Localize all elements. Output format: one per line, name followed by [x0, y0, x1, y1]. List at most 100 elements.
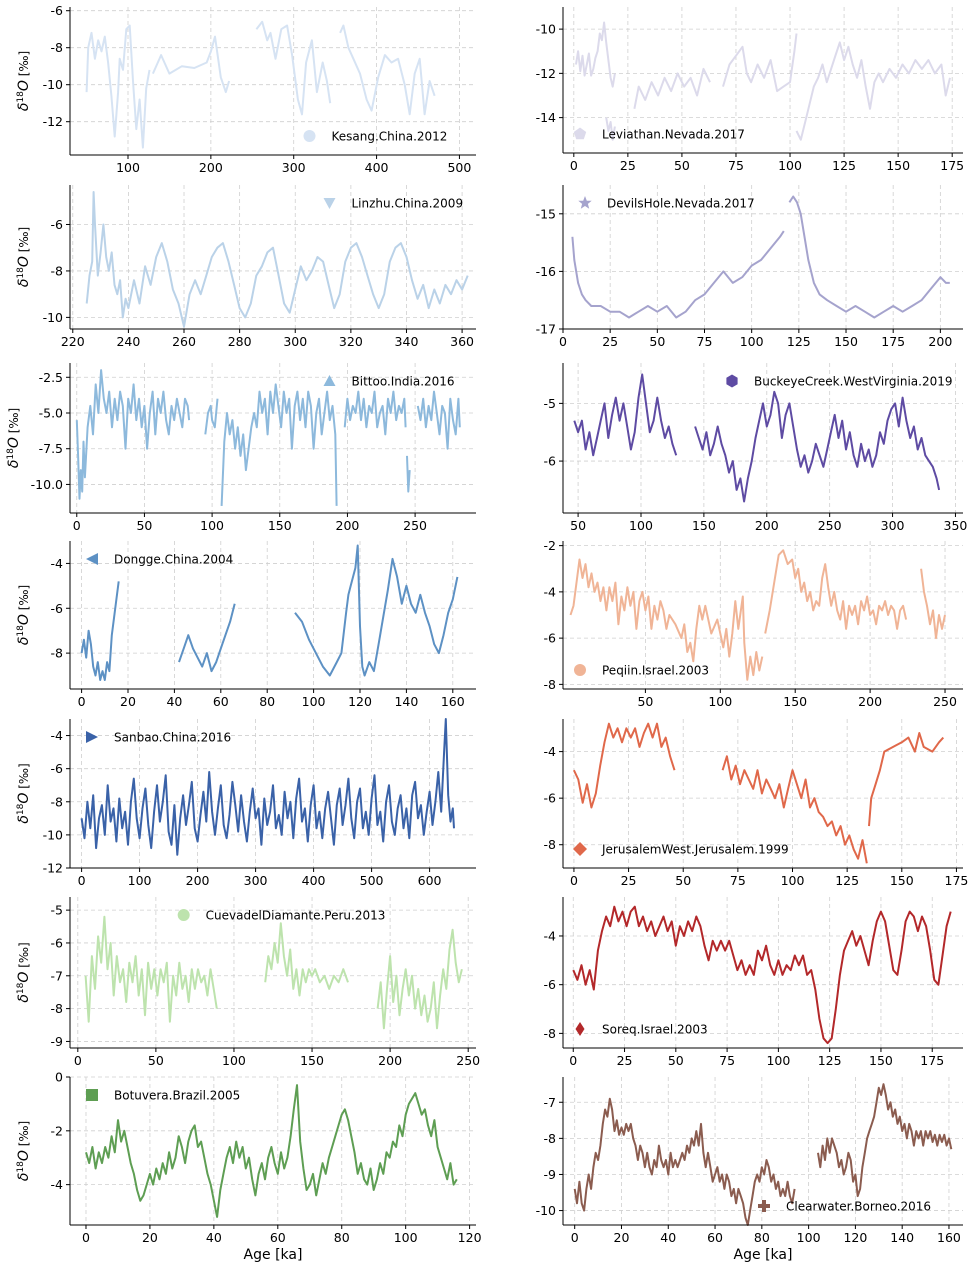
x-tick-label: 50 — [136, 518, 152, 533]
legend-marker-icon — [726, 374, 738, 388]
y-tick-label: -10 — [536, 22, 556, 37]
series-line — [178, 603, 236, 673]
series-line — [339, 24, 436, 116]
panel-dongge-china-2004: 0 20 40 60 80 100 120 140 160 -4 -6 -8 δ18O [‰] Dongg… — [16, 541, 476, 709]
x-tick-label: 40 — [660, 1230, 676, 1245]
x-tick-label: 175 — [940, 158, 964, 173]
x-tick-label: 150 — [890, 873, 914, 888]
x-tick-label: 240 — [116, 334, 140, 349]
legend-label: CuevadelDiamante.Peru.2013 — [206, 909, 386, 923]
x-tick-label: 75 — [728, 158, 744, 173]
x-tick-label: 100 — [778, 158, 802, 173]
legend-label: Bittoo.India.2016 — [352, 375, 455, 389]
x-tick-label: 50 — [668, 1053, 684, 1068]
series-line — [569, 558, 764, 681]
legend-label: DevilsHole.Nevada.2017 — [607, 197, 755, 211]
series-line — [788, 195, 950, 319]
y-tick-label: 0 — [55, 1070, 63, 1085]
y-tick-label: -17 — [536, 322, 556, 337]
x-tick-label: 0 — [569, 1053, 577, 1068]
y-axis-label: δ18O [‰] — [6, 408, 22, 468]
y-tick-label: -12 — [43, 114, 63, 129]
x-tick-label: 100 — [781, 873, 805, 888]
series-line — [80, 718, 455, 856]
series-line — [85, 191, 469, 328]
y-tick-label: -2 — [51, 1123, 63, 1138]
y-tick-label: -4 — [544, 928, 557, 943]
series-line — [204, 398, 219, 435]
series-line — [220, 383, 338, 506]
x-tick-label: 200 — [858, 694, 882, 709]
x-tick-label: 125 — [787, 334, 811, 349]
y-tick-label: -12 — [43, 861, 63, 876]
x-tick-label: 0 — [570, 158, 578, 173]
y-tick-label: -8 — [544, 677, 557, 692]
x-tick-label: 150 — [692, 518, 716, 533]
x-tick-label: 200 — [199, 160, 223, 175]
x-tick-label: 150 — [869, 1053, 893, 1068]
y-tick-label: -4 — [544, 744, 557, 759]
x-tick-label: 320 — [339, 334, 363, 349]
y-axis-label: δ18O [‰] — [16, 227, 32, 287]
series-line — [868, 732, 945, 827]
legend-label: Clearwater.Borneo.2016 — [786, 1200, 931, 1214]
x-tick-label: 250 — [456, 1053, 480, 1068]
x-tick-label: 300 — [881, 518, 905, 533]
legend-marker-icon — [86, 553, 98, 565]
legend-marker-icon — [574, 664, 586, 676]
x-axis-label: Age [ka] — [734, 1247, 793, 1263]
series-line — [151, 35, 231, 94]
legend-marker-icon — [323, 375, 336, 386]
series-line — [721, 755, 868, 864]
x-tick-label: 50 — [570, 518, 586, 533]
x-tick-label: 50 — [649, 334, 665, 349]
x-tick-label: 600 — [418, 873, 442, 888]
x-tick-label: 500 — [360, 873, 384, 888]
series-line — [920, 568, 946, 640]
x-tick-label: 25 — [621, 873, 637, 888]
x-tick-label: 20 — [142, 1230, 158, 1245]
x-tick-label: 25 — [617, 1053, 633, 1068]
y-tick-label: -10.0 — [31, 477, 63, 492]
x-tick-label: 40 — [166, 694, 182, 709]
x-tick-label: 20 — [120, 694, 136, 709]
y-tick-label: -9 — [51, 1034, 64, 1049]
x-tick-label: 220 — [61, 334, 85, 349]
panel-linzhu-china-2009: 220 240 260 280 300 320 340 360 -6 -8 -10 δ18O [‰] L… — [16, 185, 476, 349]
x-tick-label: 20 — [614, 1230, 630, 1245]
y-tick-label: -5.0 — [39, 406, 63, 421]
legend-label: BuckeyeCreek.WestVirginia.2019 — [754, 375, 953, 389]
x-tick-label: 125 — [835, 873, 859, 888]
x-tick-label: 260 — [172, 334, 196, 349]
y-tick-label: -2.5 — [39, 370, 63, 385]
x-tick-label: 50 — [148, 1053, 164, 1068]
x-tick-label: 150 — [300, 1053, 324, 1068]
series-line — [416, 390, 461, 450]
panel-jerusalemwest-jerusalem-1999: 0 25 50 75 100 125 150 175 -4 -6 -8 JerusalemWest.J… — [544, 719, 968, 888]
x-tick-label: 100 — [222, 1053, 246, 1068]
y-axis-label: δ18O [‰] — [16, 51, 32, 111]
legend-marker-icon — [323, 198, 336, 209]
x-tick-label: 125 — [818, 1053, 842, 1068]
x-tick-label: 150 — [783, 694, 807, 709]
x-tick-label: 150 — [834, 334, 858, 349]
x-tick-label: 0 — [74, 1053, 82, 1068]
legend-label: Leviathan.Nevada.2017 — [602, 128, 745, 142]
y-tick-label: -4 — [51, 1177, 64, 1192]
x-tick-label: 300 — [244, 873, 268, 888]
x-tick-label: 100 — [766, 1053, 790, 1068]
y-tick-label: -8 — [51, 794, 64, 809]
y-tick-label: -10 — [43, 827, 63, 842]
x-tick-label: 100 — [740, 334, 764, 349]
x-tick-label: 60 — [270, 1230, 286, 1245]
y-tick-label: -15 — [536, 206, 556, 221]
panel-buckeyecreek-westvirginia-2019: 50 100 150 200 250 300 350 -5 -6 BuckeyeCreek.Wes… — [544, 363, 967, 533]
x-tick-label: 25 — [602, 334, 618, 349]
y-tick-label: -14 — [536, 110, 556, 125]
y-tick-label: -6 — [544, 631, 557, 646]
legend-label: Linzhu.China.2009 — [352, 197, 464, 211]
y-tick-label: -4 — [51, 556, 64, 571]
x-tick-label: 200 — [378, 1053, 402, 1068]
series-line — [255, 20, 332, 116]
